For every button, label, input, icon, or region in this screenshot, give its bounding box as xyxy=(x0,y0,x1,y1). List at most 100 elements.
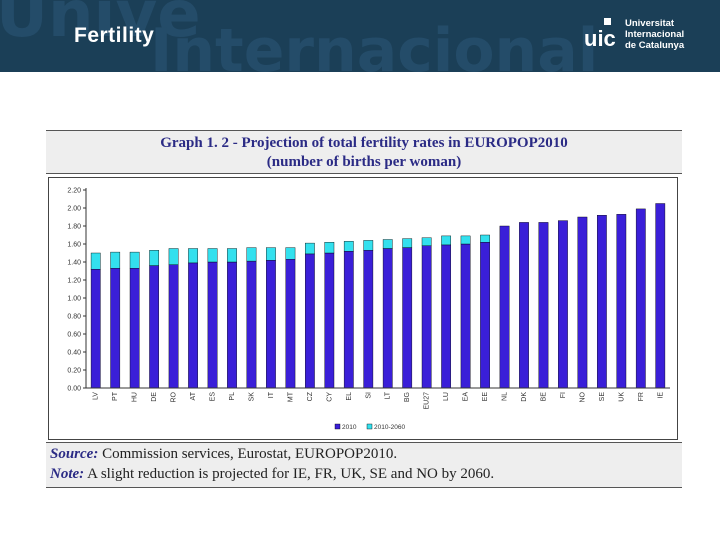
bar-2010-2060 xyxy=(441,235,452,246)
bar-2010 xyxy=(441,244,452,389)
y-tick-label: 0.80 xyxy=(67,314,81,321)
x-tick-label: EA xyxy=(463,392,470,402)
bar-2010 xyxy=(596,215,607,389)
bar-2010-2060 xyxy=(266,247,276,261)
x-tick-label: BG xyxy=(404,392,411,402)
bar-2010-2060 xyxy=(188,248,198,264)
x-tick-label: DK xyxy=(521,392,528,402)
x-tick-label: NO xyxy=(579,391,586,402)
y-tick-label: 0.40 xyxy=(67,350,81,357)
source-label: Source: xyxy=(50,446,99,462)
bar-2010 xyxy=(90,268,101,389)
x-tick-label: FI xyxy=(560,392,567,398)
logo-line: de Catalunya xyxy=(625,39,685,51)
bar-2010 xyxy=(304,253,315,389)
x-tick-label: BE xyxy=(540,392,547,402)
x-tick-label: ES xyxy=(210,392,217,402)
source-line: Source: Commission services, Eurostat, E… xyxy=(50,446,397,463)
bar-2010 xyxy=(168,264,179,389)
x-tick-label: EU27 xyxy=(424,392,431,410)
bar-2010-2060 xyxy=(421,237,432,247)
legend-label: 2010-2060 xyxy=(374,424,405,431)
note-label: Note: xyxy=(50,466,85,482)
bar-2010-2060 xyxy=(246,247,257,262)
logo-line: Universitat xyxy=(625,17,675,29)
x-tick-label: SK xyxy=(248,392,255,402)
bar-2010 xyxy=(246,260,257,389)
bar-2010-2060 xyxy=(460,235,471,245)
bar-2010 xyxy=(343,250,354,389)
bar-2010 xyxy=(558,220,568,389)
x-tick-label: LU xyxy=(443,392,450,401)
bar-2010 xyxy=(519,222,529,389)
bar-2010-2060 xyxy=(110,251,121,269)
x-tick-label: DE xyxy=(151,392,158,402)
y-tick-label: 0.00 xyxy=(67,386,81,393)
bar-2010 xyxy=(266,259,276,389)
bar-2010-2060 xyxy=(168,248,179,265)
bar-2010-2060 xyxy=(304,242,315,255)
logo-line: Internacional xyxy=(625,28,685,40)
bar-2010 xyxy=(110,268,121,389)
bar-2010 xyxy=(363,250,374,389)
uic-logo: uic Universitat Internacional de Catalun… xyxy=(584,16,684,52)
x-tick-label: PL xyxy=(229,392,236,401)
header-bar: Unive Internacional Fertility uic Univer… xyxy=(0,0,720,72)
bar-2010 xyxy=(149,265,160,389)
bar-2010-2060 xyxy=(382,239,393,249)
bar-2010-2060 xyxy=(207,248,218,263)
legend-swatch xyxy=(334,423,341,430)
legend-label: 2010 xyxy=(342,424,357,431)
bar-2010-2060 xyxy=(149,250,160,266)
chart-title: Graph 1. 2 - Projection of total fertili… xyxy=(160,135,568,151)
y-tick-label: 0.20 xyxy=(67,368,81,375)
bar-2010 xyxy=(227,261,237,389)
note-line: Note: A slight reduction is projected fo… xyxy=(50,466,494,483)
x-tick-label: UK xyxy=(618,392,625,402)
bar-2010-2060 xyxy=(480,234,490,243)
x-tick-label: MT xyxy=(287,391,294,402)
bar-2010 xyxy=(480,241,490,389)
logo-text: Universitat Internacional de Catalunya xyxy=(625,18,684,51)
bar-2010 xyxy=(402,247,413,389)
bar-2010-2060 xyxy=(402,238,413,248)
svg-text:uic: uic xyxy=(584,26,616,51)
bar-2010 xyxy=(616,214,627,389)
bar-2010 xyxy=(460,243,471,389)
x-tick-label: SI xyxy=(365,392,372,399)
bar-2010 xyxy=(421,245,432,389)
y-tick-label: 1.00 xyxy=(67,296,81,303)
y-tick-label: 2.20 xyxy=(67,188,81,195)
bar-2010-2060 xyxy=(363,240,374,251)
y-tick-label: 1.60 xyxy=(67,242,81,249)
bar-2010-2060 xyxy=(90,252,101,270)
chart-title-panel: Graph 1. 2 - Projection of total fertili… xyxy=(46,130,682,174)
source-panel: Source: Commission services, Eurostat, E… xyxy=(46,442,682,488)
chart-subtitle: (number of births per woman) xyxy=(266,154,462,170)
x-tick-label: SE xyxy=(599,392,606,402)
y-tick-label: 2.00 xyxy=(67,206,81,213)
bar-2010 xyxy=(324,252,335,389)
bar-2010 xyxy=(499,225,510,389)
x-tick-label: CY xyxy=(326,392,333,402)
x-tick-label: IE xyxy=(657,392,664,399)
bar-2010 xyxy=(577,216,588,389)
bar-2010 xyxy=(285,259,296,389)
bar-2010 xyxy=(188,262,198,389)
y-tick-label: 1.40 xyxy=(67,260,81,267)
y-tick-label: 0.60 xyxy=(67,332,81,339)
fertility-bar-chart: 0.00 0.20 0.40 0.60 0.80 1.00 1.20 1.40 1.60 1.80… xyxy=(67,188,670,431)
bar-2010-2060 xyxy=(324,241,335,254)
bar-2010 xyxy=(655,203,666,389)
bar-2010 xyxy=(382,248,393,389)
x-tick-label: EL xyxy=(346,392,353,401)
bar-2010 xyxy=(207,261,218,389)
y-tick-label: 1.20 xyxy=(67,278,81,285)
slide-title: Fertility xyxy=(74,24,155,47)
x-tick-label: EE xyxy=(482,392,489,402)
x-tick-label: CZ xyxy=(307,391,314,401)
bar-2010-2060 xyxy=(227,248,237,263)
bar-2010-2060 xyxy=(285,247,296,260)
header-watermark: Internacional xyxy=(150,16,599,72)
chart-frame: 0.00 0.20 0.40 0.60 0.80 1.00 1.20 1.40 1.60 1.80… xyxy=(48,177,678,440)
